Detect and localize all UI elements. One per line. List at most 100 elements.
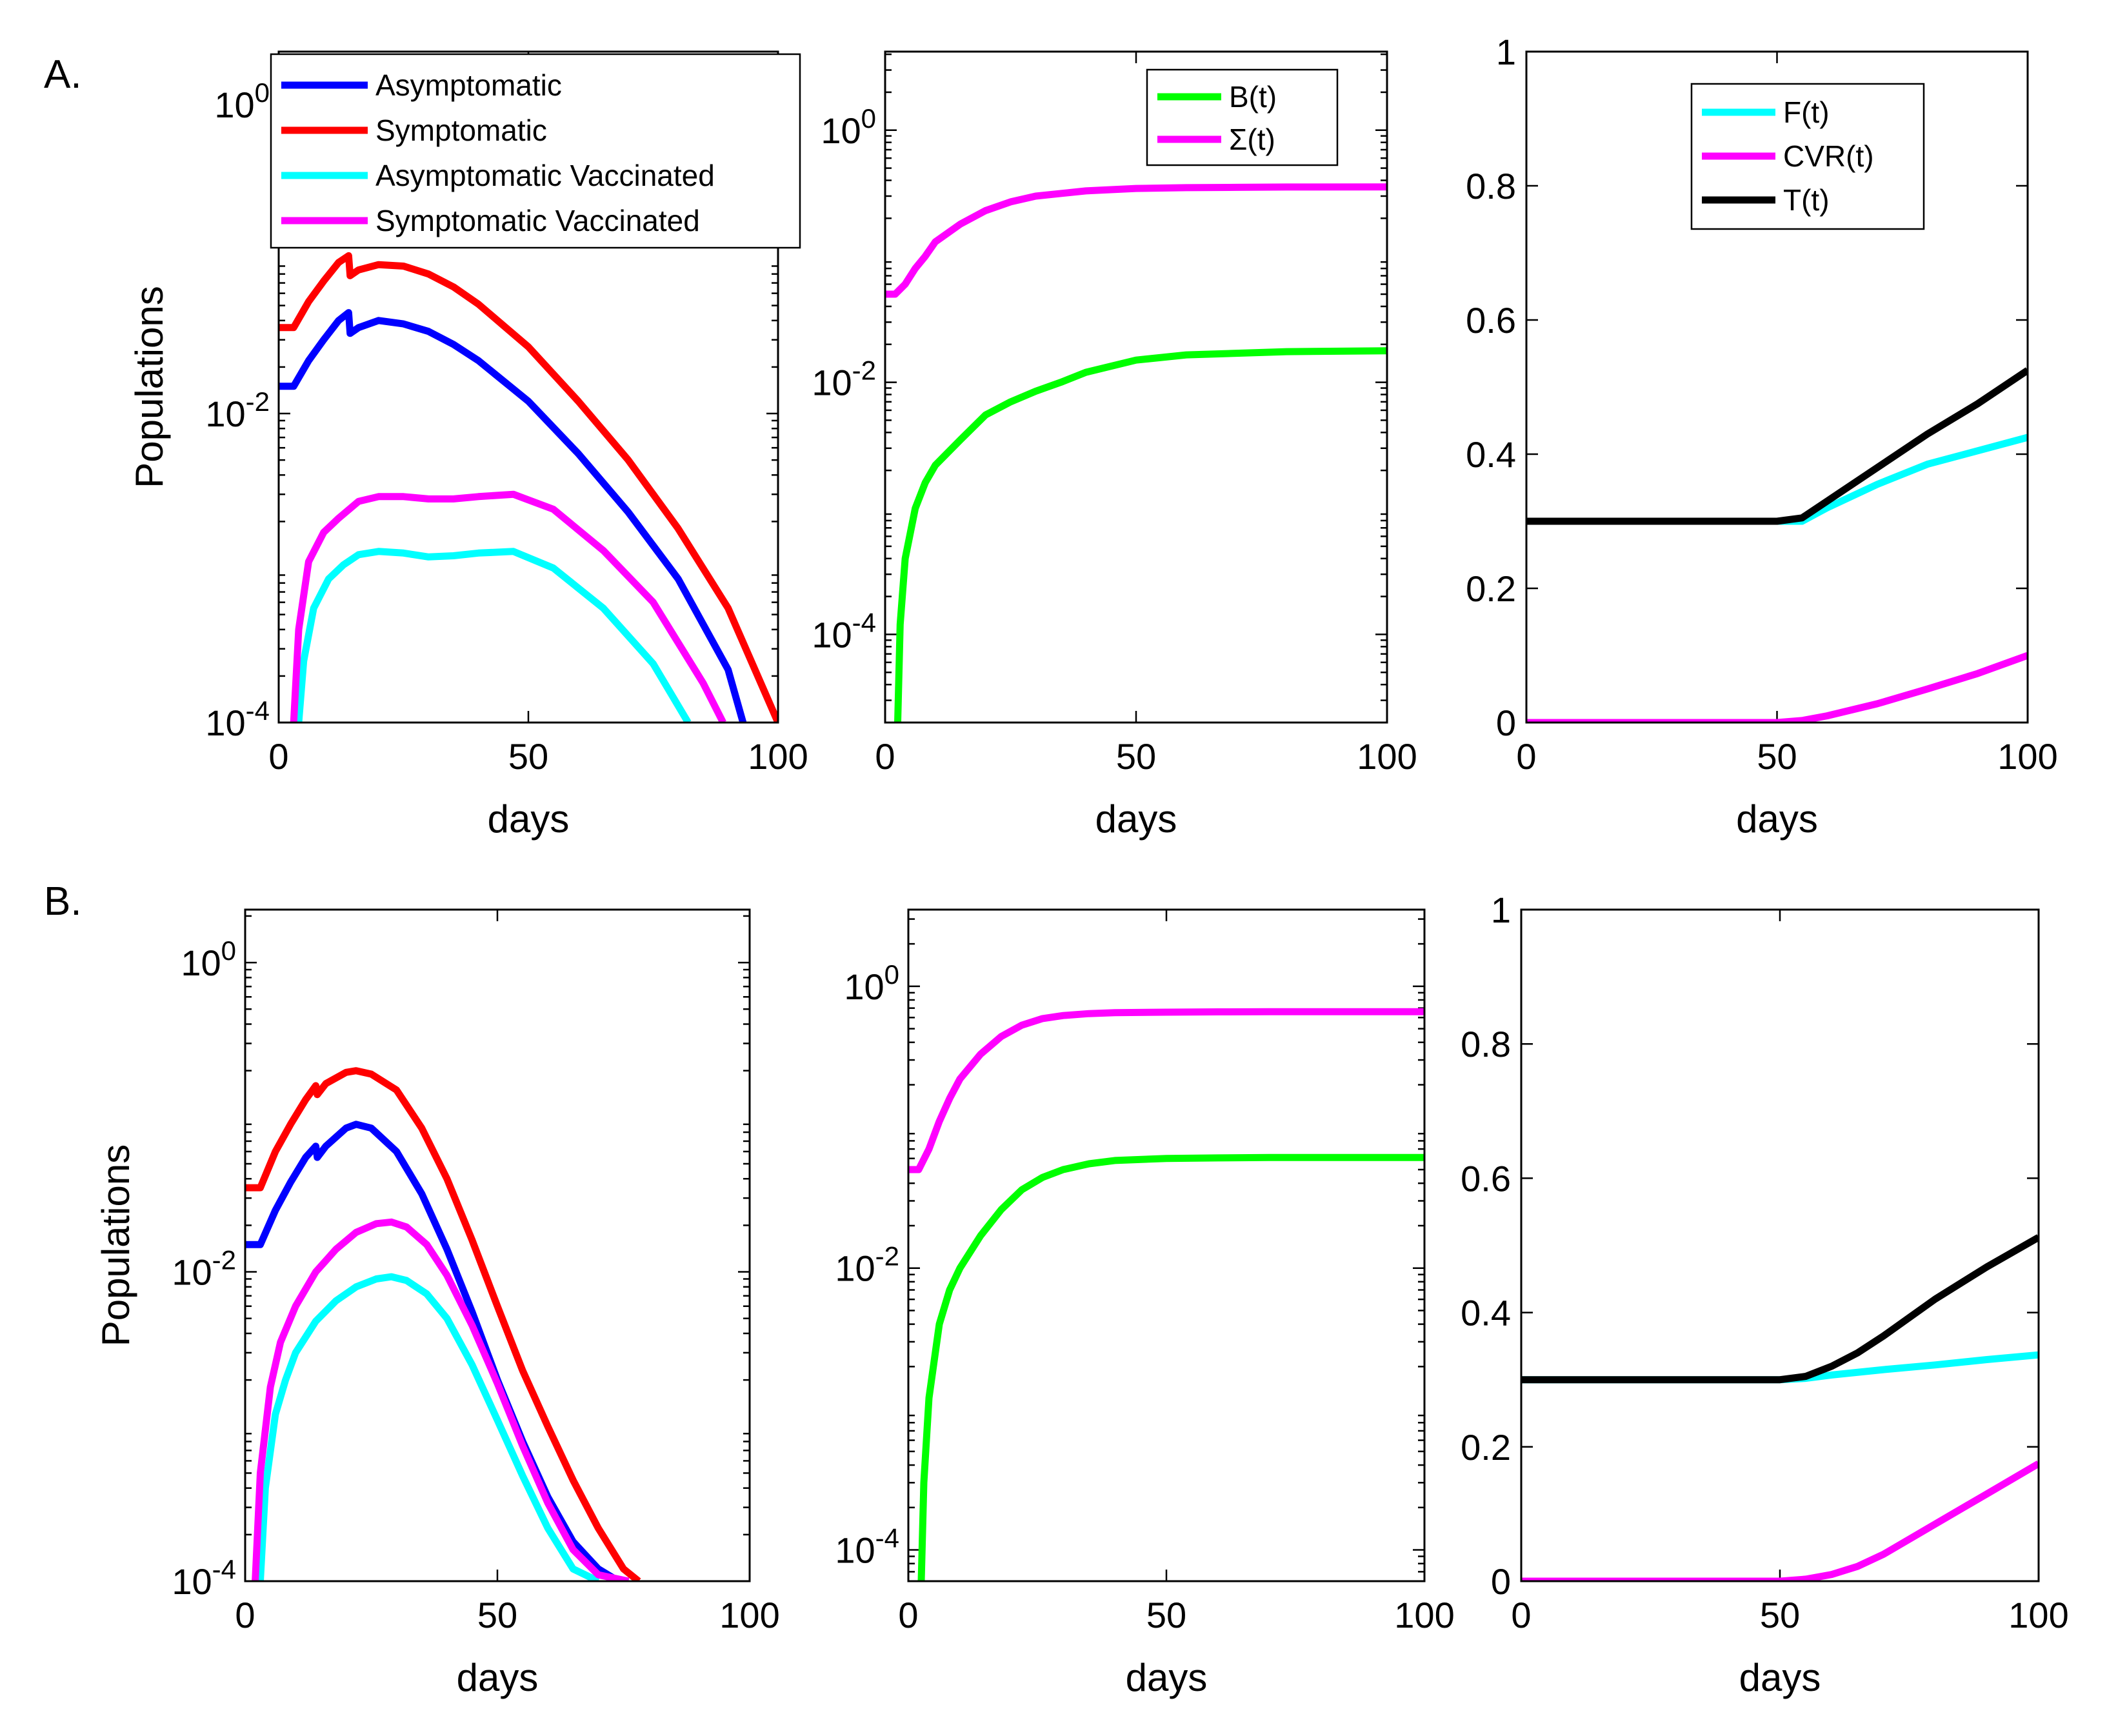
y-tick-label: 100 [214, 77, 270, 125]
x-tick-label: 0 [235, 1595, 255, 1635]
y-tick-label: 0.2 [1461, 1427, 1511, 1468]
y-axis-label: Populations [94, 1144, 137, 1347]
x-tick-label: 0 [875, 736, 895, 777]
x-axis-label: days [1095, 797, 1177, 841]
axes-frame [277, 50, 779, 724]
y-tick-label: 10-4 [812, 607, 876, 655]
y-tick-label: 0.4 [1466, 434, 1516, 475]
y-tick-label: 0 [1491, 1561, 1511, 1602]
legend-entry: Symptomatic Vaccinated [375, 204, 700, 237]
axes-frame [1520, 908, 2040, 1582]
legend: F(t) CVR(t) T(t) [1690, 83, 1925, 230]
chart-b1: 10-4 10-2 100 0 50 100 days Populations [94, 908, 780, 1699]
series-group [908, 1008, 1424, 1581]
panel-label-b: B. [44, 879, 82, 924]
y-tick-label: 1 [1491, 890, 1511, 930]
series-line-asymptomatic [279, 309, 747, 723]
series-group [1521, 1234, 2039, 1581]
x-tick-label: 100 [2008, 1595, 2068, 1635]
axes-frame [244, 908, 751, 1582]
series-line-symptomatic-vaccinated [290, 490, 726, 723]
series-group [245, 1067, 641, 1581]
series-line-cvr-t- [1521, 1461, 2039, 1581]
x-tick-label: 0 [1516, 736, 1536, 777]
x-tick-label: 50 [1757, 736, 1797, 777]
legend-entry: Symptomatic [375, 114, 547, 147]
x-tick-label: 100 [1997, 736, 2057, 777]
x-tick-label: 0 [268, 736, 288, 777]
panel-label-a: A. [44, 52, 82, 97]
series-line-t-t- [1526, 367, 2028, 525]
y-tick-label: 1 [1496, 32, 1516, 72]
series-line-symptomatic [279, 252, 778, 723]
x-tick-label: 50 [1116, 736, 1156, 777]
y-tick-label: 10-2 [835, 1241, 899, 1289]
series-line-asymptomatic [245, 1121, 621, 1581]
series-group [1526, 367, 2028, 723]
x-axis-label: days [1126, 1656, 1208, 1699]
series-line-asymptomatic-vaccinated [295, 548, 692, 723]
x-tick-label: 50 [1146, 1595, 1186, 1635]
x-tick-label: 100 [1357, 736, 1417, 777]
series-line-f-t- [1521, 1351, 2039, 1384]
legend-entry: B(t) [1229, 80, 1277, 114]
axes-frame [907, 908, 1426, 1582]
legend-box [1146, 68, 1339, 166]
y-tick-label: 10-4 [835, 1523, 899, 1571]
series-line--t- [908, 1008, 1424, 1173]
x-axis-label: days [1739, 1656, 1821, 1699]
x-tick-label: 50 [1760, 1595, 1800, 1635]
legend-entry: Asymptomatic [375, 68, 562, 102]
legend-entry: Σ(t) [1229, 123, 1275, 156]
y-tick-label: 0.2 [1466, 568, 1516, 609]
y-tick-label: 0.6 [1466, 300, 1516, 341]
series-group [885, 183, 1387, 723]
x-tick-label: 0 [898, 1595, 918, 1635]
y-axis-label: Populations [128, 286, 171, 488]
series-line-asymptomatic-vaccinated [257, 1273, 600, 1581]
y-tick-label: 0.8 [1466, 166, 1516, 206]
series-line-b-t- [894, 347, 1387, 723]
x-axis-label: days [457, 1656, 539, 1699]
axes-frame [884, 50, 1388, 724]
y-tick-label: 100 [821, 103, 876, 151]
y-tick-label: 10-2 [205, 386, 270, 434]
x-tick-label: 100 [748, 736, 808, 777]
legend-entry: Asymptomatic Vaccinated [375, 159, 715, 192]
x-tick-label: 50 [477, 1595, 517, 1635]
series-line-t-t- [1521, 1234, 2039, 1384]
chart-b3: 0 0.2 0.4 0.6 0.8 1 0 50 100 days [1461, 890, 2069, 1699]
series-line-f-t- [1526, 434, 2028, 525]
legend-entry: F(t) [1783, 95, 1830, 129]
y-tick-label: 0.8 [1461, 1024, 1511, 1064]
y-tick-label: 100 [181, 935, 236, 983]
legend: B(t) Σ(t) [1146, 68, 1339, 166]
series-group [279, 252, 778, 723]
y-tick-label: 0.4 [1461, 1293, 1511, 1333]
y-tick-label: 10-2 [172, 1245, 236, 1293]
series-line--t- [885, 183, 1387, 298]
series-line-symptomatic [245, 1067, 641, 1581]
y-tick-label: 10-4 [172, 1554, 236, 1602]
legend-entry: T(t) [1783, 183, 1830, 217]
series-line-b-t- [917, 1153, 1424, 1581]
y-tick-label: 0.6 [1461, 1158, 1511, 1199]
legend-entry: CVR(t) [1783, 139, 1874, 173]
y-tick-label: 10-2 [812, 355, 876, 403]
chart-a1: 10-4 10-2 100 0 50 100 days Populations Asymptom… [128, 50, 808, 841]
series-line-symptomatic-vaccinated [252, 1218, 630, 1581]
chart-b2: 10-4 10-2 100 0 50 100 days [835, 908, 1455, 1699]
x-tick-label: 100 [1394, 1595, 1454, 1635]
x-tick-label: 0 [1511, 1595, 1531, 1635]
axes-frame [1525, 50, 2029, 724]
y-tick-label: 100 [844, 959, 899, 1007]
chart-a3: 0 0.2 0.4 0.6 0.8 1 0 50 100 days F(t) CVR(t) T(t) [1466, 32, 2058, 841]
chart-a2: 10-4 10-2 100 0 50 100 days B(t) Σ(t) [812, 50, 1417, 841]
x-axis-label: days [488, 797, 570, 841]
y-tick-label: 0 [1496, 703, 1516, 743]
x-axis-label: days [1736, 797, 1818, 841]
y-tick-label: 10-4 [205, 695, 270, 743]
legend: Asymptomatic Symptomatic Asymptomatic Vacc… [270, 53, 801, 249]
